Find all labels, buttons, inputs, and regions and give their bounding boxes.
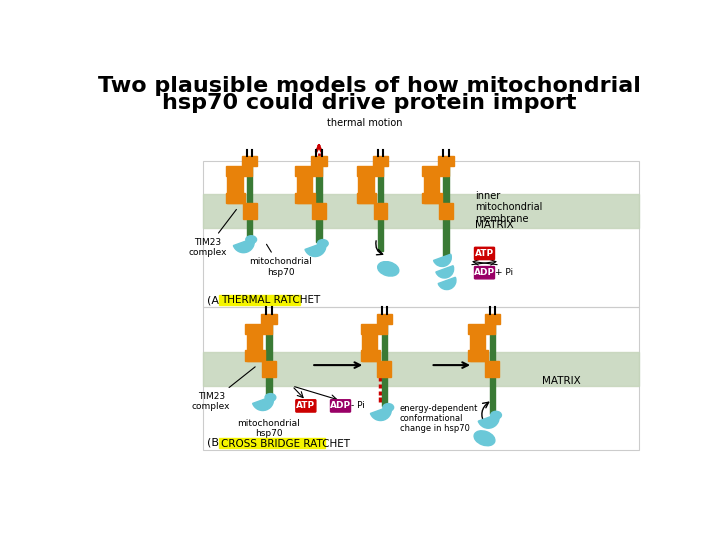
Text: MATRIX: MATRIX <box>542 375 581 386</box>
Text: THERMAL RATCHET: THERMAL RATCHET <box>221 295 320 306</box>
Text: hsp70 could drive protein import: hsp70 could drive protein import <box>162 92 576 112</box>
Bar <box>374 204 387 219</box>
Wedge shape <box>233 238 254 253</box>
Text: ATP: ATP <box>297 401 315 410</box>
Bar <box>316 166 322 242</box>
Bar <box>444 166 449 257</box>
Bar <box>422 193 442 204</box>
Bar <box>470 334 485 361</box>
Bar <box>362 334 377 361</box>
Bar <box>438 157 454 166</box>
Bar <box>297 176 312 204</box>
Bar <box>468 325 495 334</box>
Bar <box>204 161 639 307</box>
Text: TIM23
complex: TIM23 complex <box>192 367 255 411</box>
Bar <box>311 157 327 166</box>
Text: inner
mitochondrial
membrane: inner mitochondrial membrane <box>475 191 543 224</box>
FancyBboxPatch shape <box>296 400 316 412</box>
Bar <box>226 193 246 204</box>
Bar <box>204 352 639 386</box>
Bar <box>295 166 322 176</box>
Wedge shape <box>370 406 392 421</box>
Text: ADP: ADP <box>474 268 495 277</box>
Bar <box>242 157 257 166</box>
Bar <box>204 307 639 450</box>
Bar <box>485 361 499 377</box>
Text: energy-dependent
conformational
change in hsp70: energy-dependent conformational change i… <box>400 403 478 434</box>
Ellipse shape <box>490 411 501 419</box>
Text: CROSS BRIDGE RATCHET: CROSS BRIDGE RATCHET <box>221 438 350 449</box>
Bar <box>361 325 387 334</box>
Text: ATP: ATP <box>475 249 494 258</box>
Bar <box>247 166 252 242</box>
Wedge shape <box>478 414 499 428</box>
Bar <box>377 314 392 325</box>
Text: - Pi: - Pi <box>351 401 365 410</box>
Bar <box>262 361 276 377</box>
Bar <box>356 193 377 204</box>
Bar <box>226 166 252 176</box>
Bar <box>439 204 453 219</box>
Ellipse shape <box>318 240 328 247</box>
Text: mitochondrial
hsp70: mitochondrial hsp70 <box>238 419 300 438</box>
Bar <box>219 295 300 305</box>
Text: MATRIX: MATRIX <box>475 220 514 230</box>
Bar <box>261 314 276 325</box>
Bar <box>490 325 495 414</box>
Text: mitochondrial
hsp70: mitochondrial hsp70 <box>249 244 312 276</box>
Bar <box>243 204 256 219</box>
Bar <box>228 176 243 204</box>
Bar <box>373 157 388 166</box>
Bar <box>378 166 383 251</box>
Wedge shape <box>433 254 451 266</box>
Bar <box>377 361 392 377</box>
Bar <box>295 193 315 204</box>
Bar <box>422 166 449 176</box>
Text: Two plausible models of how mitochondrial: Two plausible models of how mitochondria… <box>98 76 640 96</box>
Text: (B): (B) <box>207 437 224 448</box>
Text: + Pi: + Pi <box>495 268 513 277</box>
Wedge shape <box>305 242 326 256</box>
Bar <box>361 350 380 361</box>
Text: (A): (A) <box>207 295 224 305</box>
Text: ADP: ADP <box>330 401 351 410</box>
Wedge shape <box>438 277 456 289</box>
FancyBboxPatch shape <box>330 400 351 412</box>
Bar <box>382 325 387 406</box>
Bar <box>246 334 262 361</box>
Text: TIM23
complex: TIM23 complex <box>188 210 236 258</box>
Bar <box>266 325 271 400</box>
Bar <box>356 166 383 176</box>
Bar <box>468 350 488 361</box>
Bar <box>245 325 271 334</box>
Ellipse shape <box>383 403 394 411</box>
Wedge shape <box>253 396 274 410</box>
Ellipse shape <box>246 236 256 244</box>
Bar <box>204 194 639 228</box>
Ellipse shape <box>378 261 399 276</box>
Bar <box>312 204 326 219</box>
Bar <box>219 438 325 448</box>
Wedge shape <box>436 266 454 278</box>
FancyBboxPatch shape <box>474 247 495 260</box>
FancyBboxPatch shape <box>474 267 495 279</box>
Ellipse shape <box>474 431 495 445</box>
Bar <box>245 350 265 361</box>
Text: thermal motion: thermal motion <box>327 118 402 128</box>
Bar <box>359 176 374 204</box>
Bar <box>423 176 439 204</box>
Ellipse shape <box>265 394 276 401</box>
Bar <box>485 314 500 325</box>
